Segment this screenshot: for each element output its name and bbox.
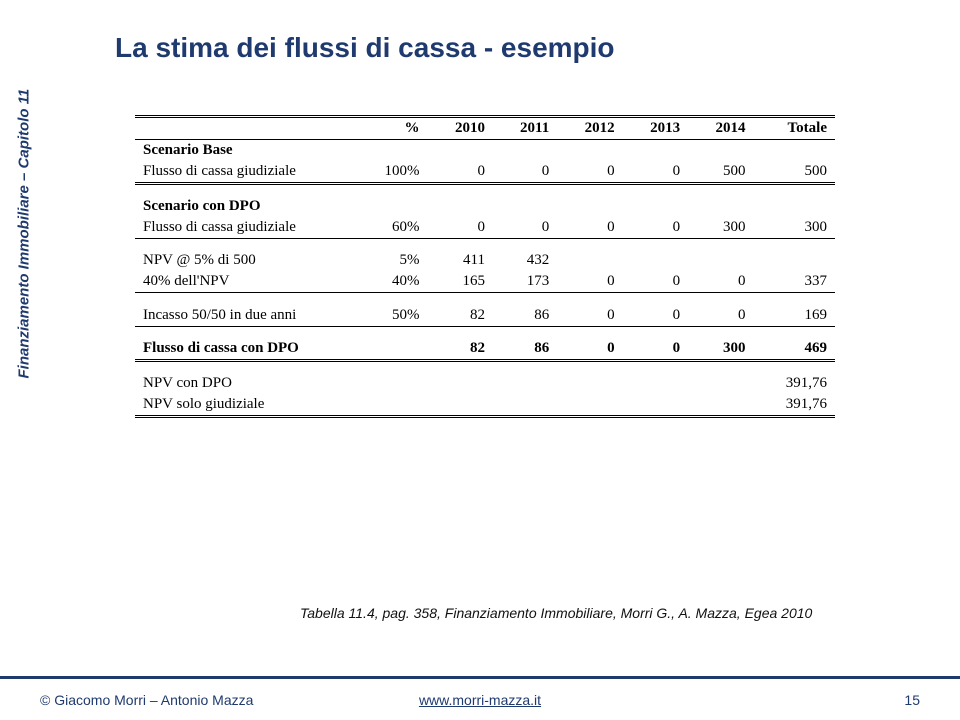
cell: 391,76 [753,373,835,394]
data-table: % 2010 2011 2012 2013 2014 Totale Scenar… [135,115,835,418]
cell: 300 [688,338,753,361]
scenario-base-label: Scenario Base [135,140,355,162]
col-2011: 2011 [493,117,557,140]
footer-copyright: © Giacomo Morri – Antonio Mazza [40,692,253,708]
cell: 469 [753,338,835,361]
cell: 86 [493,338,557,361]
cell: 432 [493,250,557,271]
cell: 0 [623,271,688,293]
col-2012: 2012 [557,117,622,140]
cell: 500 [753,161,835,184]
cell: 86 [493,305,557,327]
cell: 0 [623,305,688,327]
cell: 169 [753,305,835,327]
table-caption: Tabella 11.4, pag. 358, Finanziamento Im… [300,605,812,621]
cell: 300 [688,217,753,239]
footer-link[interactable]: www.morri-mazza.it [419,692,541,708]
cell: 0 [688,305,753,327]
cell: 0 [623,338,688,361]
row-label: NPV solo giudiziale [135,394,355,417]
col-pct: % [355,117,428,140]
row-label: Flusso di cassa giudiziale [135,161,355,184]
cell: 500 [688,161,753,184]
cell: 5% [355,250,428,271]
cell: 0 [493,217,557,239]
cell: 0 [623,217,688,239]
cell: 100% [355,161,428,184]
cell: 300 [753,217,835,239]
cell: 165 [428,271,493,293]
cell: 0 [557,161,622,184]
col-2010: 2010 [428,117,493,140]
col-totale: Totale [753,117,835,140]
cell: 0 [493,161,557,184]
cell: 391,76 [753,394,835,417]
sidebar-chapter-label: Finanziamento Immobiliare – Capitolo 11 [16,89,33,379]
cell: 0 [688,271,753,293]
cell: 337 [753,271,835,293]
row-label: Flusso di cassa giudiziale [135,217,355,239]
page-title: La stima dei flussi di cassa - esempio [115,32,615,64]
row-label: 40% dell'NPV [135,271,355,293]
cell: 82 [428,338,493,361]
cell: 0 [428,217,493,239]
cell: 60% [355,217,428,239]
cell: 0 [623,161,688,184]
cell: 82 [428,305,493,327]
cell: 173 [493,271,557,293]
footer-page-number: 15 [904,692,920,708]
cell: 0 [557,217,622,239]
row-label: NPV @ 5% di 500 [135,250,355,271]
cell: 0 [557,338,622,361]
cell: 40% [355,271,428,293]
footer: © Giacomo Morri – Antonio Mazza www.morr… [0,676,960,720]
cell: 0 [428,161,493,184]
row-label: NPV con DPO [135,373,355,394]
scenario-dpo-label: Scenario con DPO [135,196,355,217]
row-label: Flusso di cassa con DPO [135,338,355,361]
cell: 0 [557,271,622,293]
col-2013: 2013 [623,117,688,140]
cell: 0 [557,305,622,327]
col-2014: 2014 [688,117,753,140]
cell: 50% [355,305,428,327]
cell: 411 [428,250,493,271]
row-label: Incasso 50/50 in due anni [135,305,355,327]
